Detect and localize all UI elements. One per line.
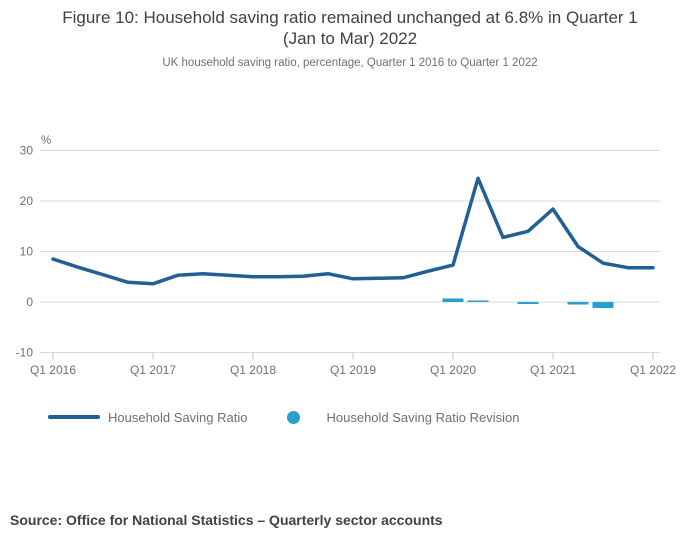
- y-tick-label: 30: [20, 144, 34, 158]
- x-tick-label: Q1 2018: [230, 363, 276, 377]
- legend-item-revision: Household Saving Ratio Revision: [287, 410, 519, 425]
- revision-bar: [467, 300, 489, 302]
- line-swatch-icon: [48, 415, 100, 419]
- revision-bar: [567, 302, 589, 305]
- x-tick-label: Q1 2020: [430, 363, 476, 377]
- saving-ratio-line: [51, 176, 655, 286]
- y-tick-label: 0: [26, 295, 33, 309]
- y-tick-label: 10: [20, 245, 34, 259]
- revision-bar: [517, 302, 539, 305]
- legend-item-saving-ratio: Household Saving Ratio: [48, 410, 247, 425]
- source-attribution: Source: Office for National Statistics –…: [10, 512, 443, 528]
- revision-bar: [592, 302, 614, 309]
- y-tick-label: 20: [20, 194, 34, 208]
- y-tick-label: -10: [16, 346, 34, 360]
- x-tick-label: Q1 2016: [30, 363, 76, 377]
- legend-label-saving-ratio: Household Saving Ratio: [108, 409, 248, 425]
- x-tick-label: Q1 2017: [130, 363, 176, 377]
- x-axis-labels: Q1 2016 Q1 2017 Q1 2018 Q1 2019 Q1 2020 Q1 20…: [30, 363, 676, 377]
- circle-swatch-icon: [287, 410, 301, 424]
- chart-legend: Household Saving Ratio Household Saving …: [48, 406, 519, 428]
- chart-title: Figure 10: Household saving ratio remain…: [62, 8, 638, 48]
- revision-bars: [442, 298, 614, 309]
- legend-label-revision: Household Saving Ratio Revision: [326, 409, 520, 425]
- x-tick-label: Q1 2021: [530, 363, 576, 377]
- chart-subtitle: UK household saving ratio, percentage, Q…: [162, 57, 538, 69]
- chart-area: 30 20 10 0 -10% Q1 2016 Q1 2017 Q1 2018 Q1 2019 Q…: [0, 120, 700, 380]
- x-axis-ticks: [52, 352, 654, 360]
- y-axis-labels: 30 20 10 0 -10: [16, 144, 34, 360]
- y-axis-unit-label: %: [41, 135, 51, 147]
- revision-bar: [442, 298, 464, 302]
- x-tick-label: Q1 2022: [630, 363, 676, 377]
- x-tick-label: Q1 2019: [330, 363, 376, 377]
- gridlines: [40, 150, 660, 353]
